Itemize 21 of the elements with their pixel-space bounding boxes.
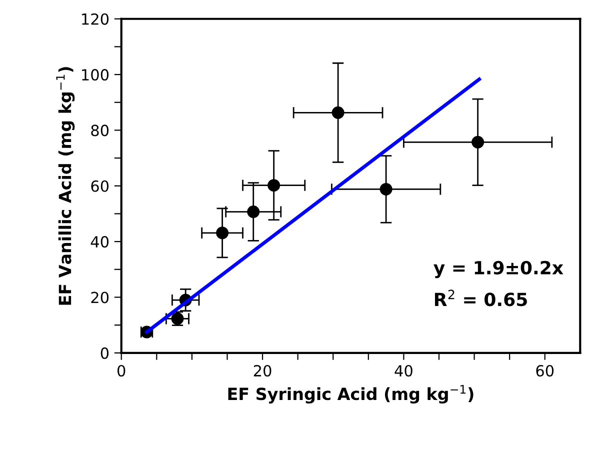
x-tick-label: 0: [118, 364, 126, 377]
x-axis-title: EF Syringic Acid (mg kg$^{−1}$): [228, 385, 474, 404]
y-tick-label: 120: [82, 13, 109, 25]
point: [332, 106, 344, 119]
point: [216, 226, 229, 240]
x-tick-label: 20: [254, 364, 272, 377]
y-tick-label: 80: [91, 124, 109, 136]
point: [268, 179, 280, 192]
y-tick-label: 100: [82, 69, 109, 81]
y-tick-label: 60: [91, 180, 109, 192]
y-tick-label: 20: [91, 292, 109, 304]
y-tick-label: 0: [100, 347, 109, 359]
point: [380, 182, 392, 196]
x-tick-label: 60: [536, 364, 554, 377]
annotation: R$^{2}$ = 0.65: [435, 290, 527, 306]
y-tick-label: 40: [90, 236, 109, 248]
y-axis-title: EF Vanillic Acid (mg kg$^{−1}$): [56, 67, 75, 305]
annotation: y = 1.9±0.2x: [434, 260, 564, 278]
point: [472, 136, 484, 148]
x-tick-label: 40: [394, 364, 412, 377]
point: [247, 206, 260, 218]
